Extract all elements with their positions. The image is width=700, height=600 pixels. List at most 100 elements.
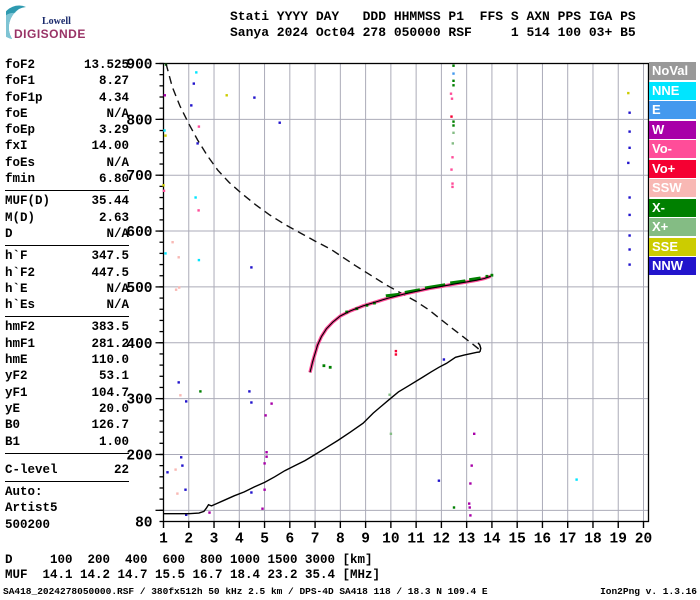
x-tick-label: 7 [311,532,320,548]
param-label: foF1 [5,74,36,89]
noise-dot [628,248,631,251]
param-row: hmE 110.0 [5,352,129,368]
param-value: N/A [106,281,129,296]
x-tick-label: 3 [210,532,219,548]
param-label: yF1 [5,385,28,400]
distance-muf-table: D 100 200 400 600 800 1000 1500 3000 [km… [5,553,380,582]
noise-dot [452,124,455,127]
axis-labels: 1 2 3 4 5 6 7 8 9 10 11 12 13 14 15 16 17 18 19 20900800700… [126,58,652,548]
noise-dot [197,258,201,262]
x-mode-dot [365,303,369,307]
param-group: Auto: Artist5 500200 [5,484,129,533]
param-row: h`F 347.5 [5,248,129,264]
digisonde-logo: Lowell DIGISONDE [4,3,134,49]
param-row: B0 126.7 [5,417,129,433]
param-value: 126.7 [91,418,129,433]
noise-dot [163,94,166,97]
axis-frame [162,62,650,523]
y-tick-label: 600 [126,225,152,241]
noise-dot [185,400,188,403]
param-row: D N/A [5,226,129,242]
param-value: 4.34 [98,90,129,105]
legend-item-vo: Vo+ [649,159,696,178]
y-tick-label: 400 [126,337,152,353]
direction-color-legend: NoVal NNE E W Vo- Vo+ SSW X- X+ SSE NNW [649,62,696,277]
noise-dot [225,94,228,97]
true-height-profile [163,351,480,515]
noise-dot [452,506,456,509]
x-tick-label: 12 [433,532,450,548]
noise-dot [394,349,398,353]
noise-dot [250,266,253,269]
noise-dot [627,161,630,165]
noise-dot [451,156,454,159]
param-label: MUF(D) [5,194,51,209]
param-row: foF2 13.525 [5,57,129,73]
noise-dot [185,513,188,516]
param-value: N/A [106,106,129,121]
noise-dot [162,189,166,192]
y-tick-label: 80 [135,516,152,532]
noise-dot [253,96,256,99]
footer-measurement-info: SA418_2024278050000.RSF / 380fx512h 50 k… [3,586,488,597]
profile-peak-hook [477,342,482,353]
footer-program-version: Ion2Png v. 1.3.16 [600,586,697,597]
x-tick-label: 19 [610,532,627,548]
noise-dot [199,390,202,393]
y-tick-label: 700 [126,169,152,185]
param-value: 20.0 [98,401,129,416]
noise-dot [469,514,472,517]
noise-dot [180,456,183,459]
param-label: B1 [5,434,21,449]
panel-divider [5,190,129,192]
param-label: M(D) [5,210,36,225]
header-values-line: Sanya 2024 Oct04 278 050000 RSF 1 514 10… [230,25,636,40]
noise-dot [263,488,266,491]
y-axis-ticks [155,62,164,523]
noise-dot [162,184,165,187]
legend-item-nne: NNE [649,81,696,100]
noise-dot [470,464,473,467]
noise-dot [442,358,446,361]
param-row: h`F2 447.5 [5,265,129,281]
param-value: 13.525 [83,58,129,72]
noise-dot [177,256,180,259]
param-row: yE 20.0 [5,401,129,417]
noise-dot [181,464,184,467]
param-label: B0 [5,418,21,433]
panel-divider [5,245,129,247]
legend-item-noval: NoVal [649,62,696,80]
param-group: C-level 22 [5,462,129,478]
noise-dot [628,196,631,199]
y-tick-label: 500 [126,281,152,297]
param-value: 1.00 [98,434,129,449]
param-value: 110.0 [91,353,129,368]
param-row: foE N/A [5,106,129,122]
x-tick-label: 13 [458,532,475,548]
noise-dot [250,401,253,404]
param-value: 447.5 [91,265,129,280]
panel-divider [5,452,129,454]
param-group: h`F 347.5 h`F2 447.5 h`E N/A h`Es N/A [5,248,129,313]
param-row: hmF1 281.2 [5,336,129,352]
noise-dot [174,288,178,291]
param-row: MUF(D) 35.44 [5,193,129,209]
param-row: yF1 104.7 [5,385,129,401]
noise-dot [628,111,631,114]
legend-item-x: X- [649,198,696,217]
parameter-panel: foF2 13.525 foF1 8.27 foF1p 4.34 foE N/A foEp 3.2… [5,57,129,533]
noise-dot [264,414,267,417]
noise-dot [194,196,197,199]
fitted-trace-line [309,275,491,373]
param-group: MUF(D) 35.44 M(D) 2.63 D N/A [5,193,129,242]
noise-dot [177,381,180,384]
x-tick-label: 8 [336,532,345,548]
muf-row: MUF 14.1 14.2 14.7 15.5 16.7 18.4 23.2 3… [5,567,381,582]
param-value: N/A [106,226,129,241]
x-tick-label: 9 [361,532,370,548]
noise-dot [450,168,453,171]
noise-dot [196,142,199,145]
noise-dot [452,84,455,87]
param-label: h`Es [5,298,36,313]
